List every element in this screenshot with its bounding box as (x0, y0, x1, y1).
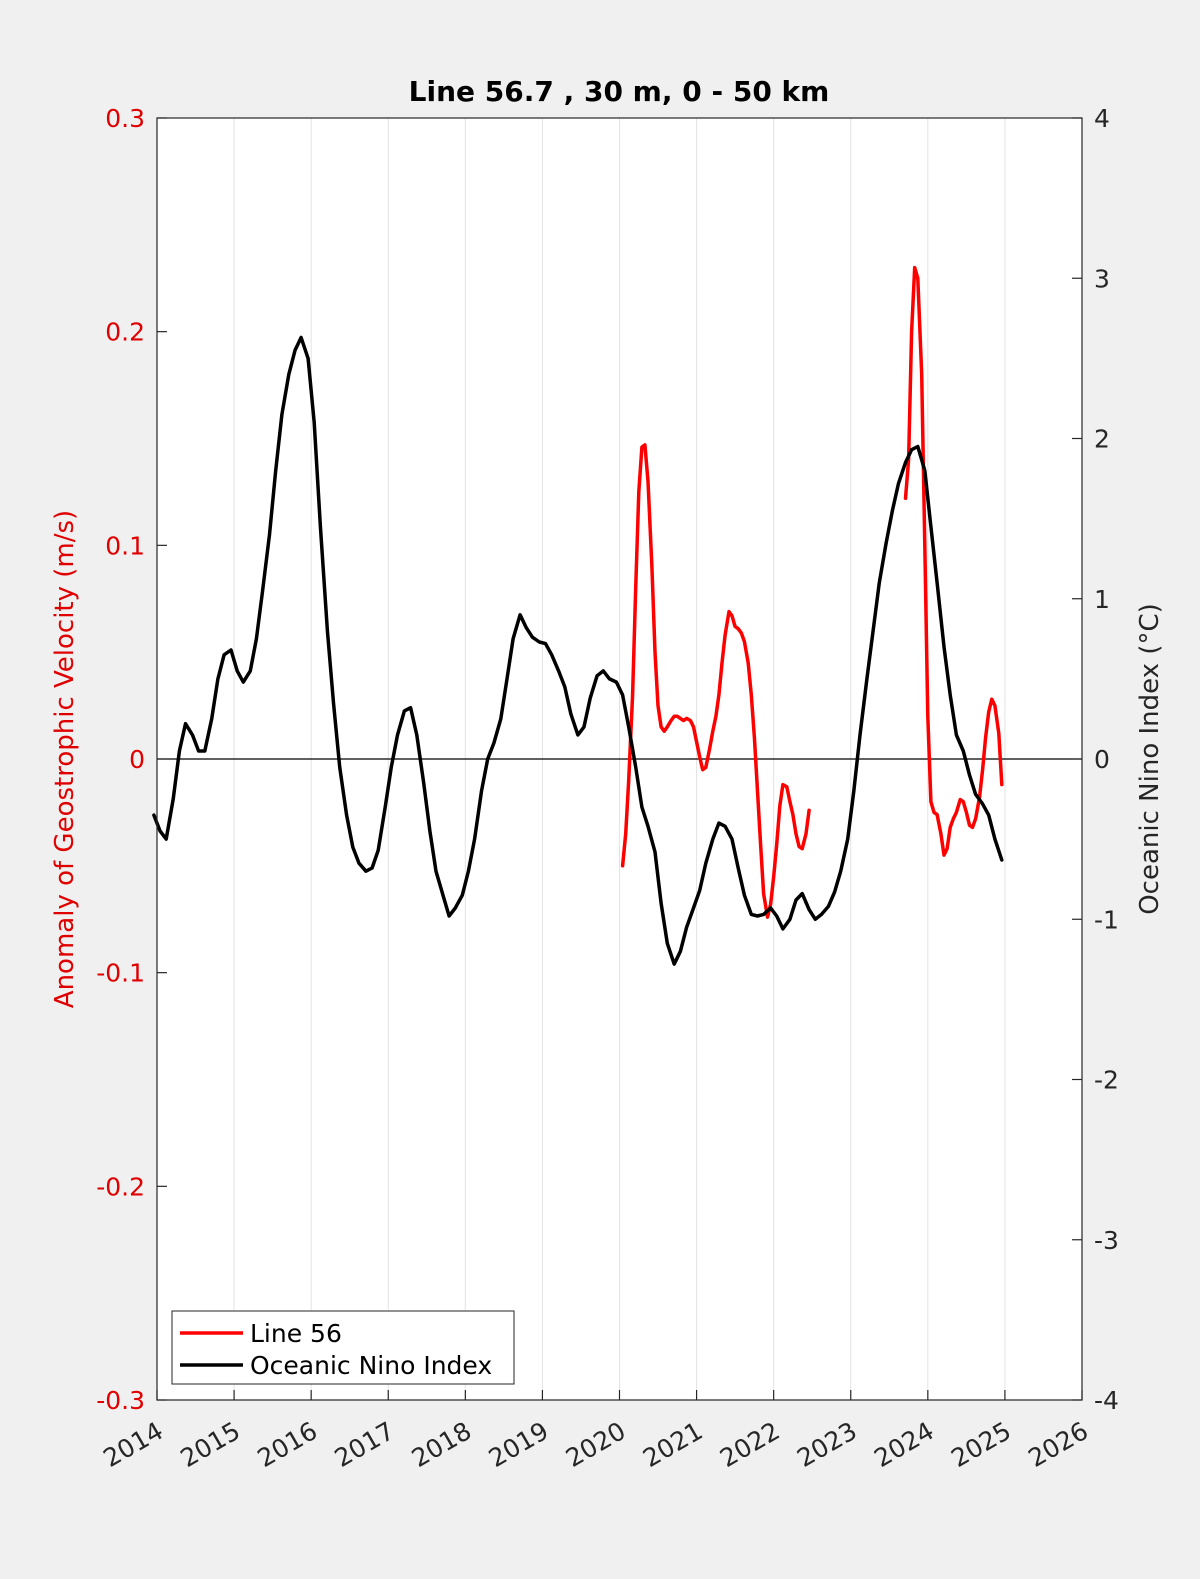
x-tick-label: 2014 (98, 1416, 168, 1473)
y-tick-label-left: 0.3 (105, 104, 145, 133)
legend-label-oni: Oceanic Nino Index (250, 1351, 492, 1380)
y-tick-label-right: -4 (1094, 1386, 1119, 1415)
y-tick-label-right: 4 (1094, 104, 1110, 133)
y-tick-label-right: -3 (1094, 1226, 1119, 1255)
x-tick-label: 2024 (869, 1416, 939, 1473)
chart-title: Line 56.7 , 30 m, 0 - 50 km (409, 75, 830, 108)
x-tick-label: 2025 (946, 1416, 1016, 1473)
x-tick-label: 2023 (792, 1416, 862, 1473)
legend-label-line-56: Line 56 (250, 1319, 342, 1348)
y-tick-label-right: 2 (1094, 425, 1110, 454)
y-tick-label-right: 0 (1094, 745, 1110, 774)
y-axis-label-left: Anomaly of Geostrophic Velocity (m/s) (50, 510, 80, 1008)
x-tick-label: 2016 (253, 1416, 323, 1473)
y-tick-label-left: -0.2 (96, 1172, 145, 1201)
y-tick-label-left: 0 (129, 745, 145, 774)
legend: Line 56 Oceanic Nino Index (171, 1310, 515, 1385)
x-tick-label: 2026 (1023, 1416, 1093, 1473)
x-tick-label: 2017 (330, 1416, 400, 1473)
y-tick-label-left: -0.1 (96, 959, 145, 988)
x-tick-label: 2015 (175, 1416, 245, 1473)
y-axis-label-right: Oceanic Nino Index (°C) (1135, 603, 1165, 915)
series-oceanic-nino-index (152, 335, 1004, 966)
series-line-56 (620, 265, 1004, 919)
x-tick-label: 2020 (561, 1416, 631, 1473)
series-layer (152, 265, 1004, 966)
y-tick-label-left: 0.1 (105, 531, 145, 560)
y-tick-label-right: 1 (1094, 585, 1110, 614)
y-tick-label-left: -0.3 (96, 1386, 145, 1415)
legend-box (171, 1310, 515, 1385)
y-tick-label-left: 0.2 (105, 318, 145, 347)
x-tick-label: 2018 (407, 1416, 477, 1473)
x-tick-label: 2021 (638, 1416, 708, 1473)
x-tick-label: 2022 (715, 1416, 785, 1473)
y-tick-label-right: -1 (1094, 905, 1119, 934)
y-tick-label-right: 3 (1094, 264, 1110, 293)
y-tick-label-right: -2 (1094, 1066, 1119, 1095)
x-tick-label: 2019 (484, 1416, 554, 1473)
